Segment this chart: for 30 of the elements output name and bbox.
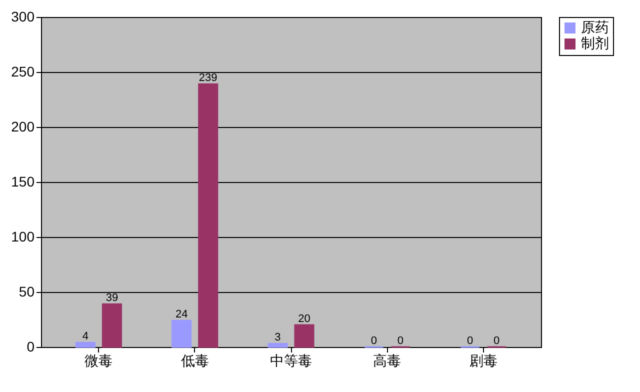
x-tick-label: 剧毒: [469, 352, 498, 368]
y-tick-label: 50: [18, 284, 35, 300]
bar: [294, 324, 314, 348]
y-tick-label: 250: [11, 64, 35, 80]
bar: [75, 342, 96, 348]
data-label: 0: [466, 335, 474, 347]
data-label: 0: [370, 335, 377, 347]
y-tick-label: 300: [11, 8, 35, 24]
x-tick-label: 中等毒: [270, 352, 312, 368]
legend-label: 原药: [581, 19, 609, 35]
data-label: 4: [82, 330, 88, 343]
data-label: 0: [494, 335, 500, 347]
bar: [268, 342, 288, 348]
y-tick-label: 150: [11, 174, 35, 190]
legend-label: 制剂: [581, 35, 609, 51]
y-tick-label: 0: [26, 338, 35, 354]
data-label: 20: [298, 313, 310, 325]
data-label: 24: [175, 308, 188, 321]
x-tick-label: 微毒: [84, 352, 113, 368]
bar: [102, 303, 122, 348]
bar: [198, 83, 218, 348]
y-tick-label: 200: [11, 118, 35, 134]
data-label: 39: [106, 292, 118, 304]
y-tick-label: 100: [11, 228, 35, 244]
x-tick-label: 高毒: [373, 352, 402, 368]
bar: [172, 320, 192, 348]
data-label: 239: [198, 72, 218, 84]
data-label: 3: [274, 332, 281, 344]
x-tick-label: 低毒: [180, 352, 209, 368]
data-label: 0: [397, 335, 404, 347]
